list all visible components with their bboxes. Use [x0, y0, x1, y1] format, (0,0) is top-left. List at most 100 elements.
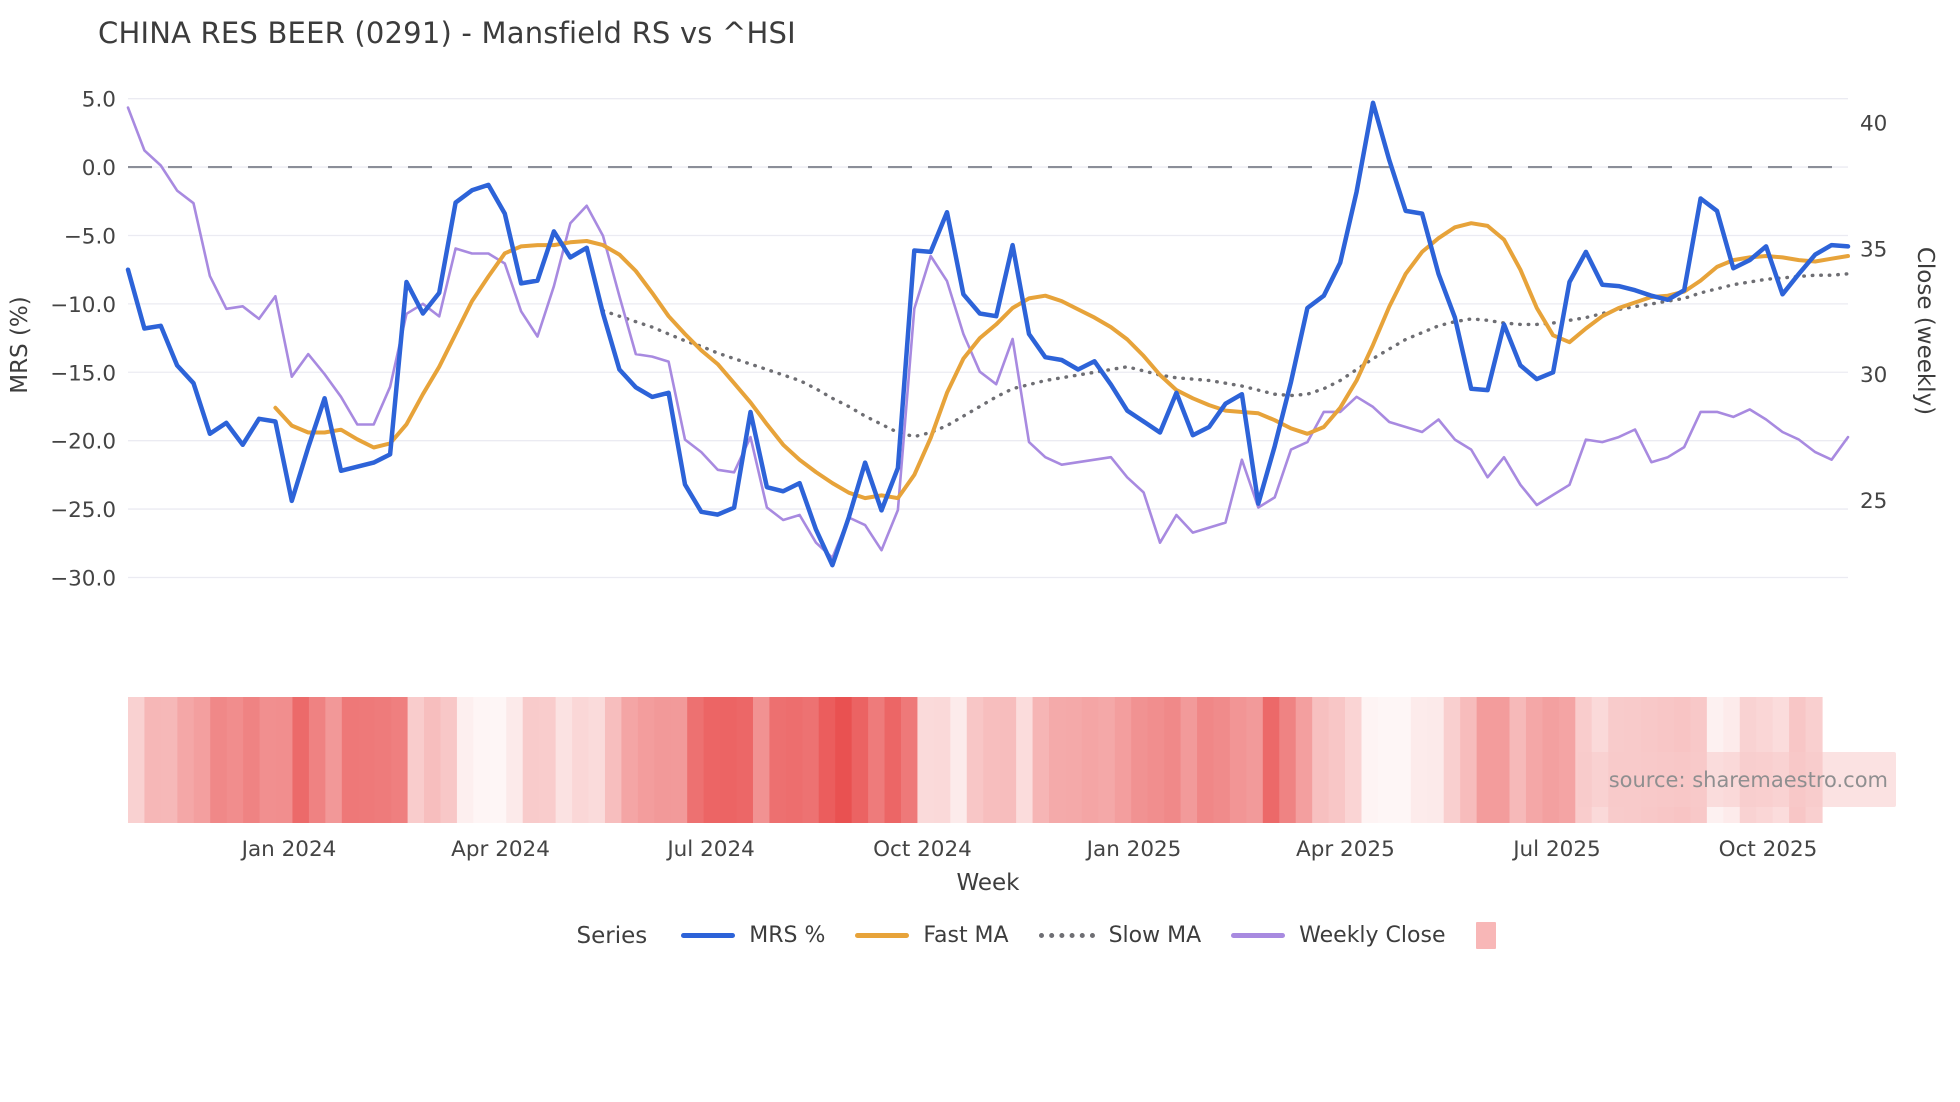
heatmap-cell — [292, 697, 310, 823]
legend-item-weekly-close[interactable]: Weekly Close — [1231, 923, 1446, 948]
heatmap-cell — [506, 697, 524, 823]
x-axis-title: Week — [956, 870, 1020, 896]
legend-items: MRS % Fast MA Slow MA Weekly Close — [681, 922, 1496, 949]
series-line-mrs- — [125, 100, 1851, 568]
line-swatch-icon — [681, 933, 736, 938]
y-left-tick-label: −15.0 — [50, 361, 116, 386]
line-swatch-icon — [855, 933, 910, 938]
heatmap-cell — [1509, 697, 1527, 823]
heatmap-cell — [1542, 697, 1560, 823]
heatmap-cell — [785, 697, 803, 823]
heatmap-cell — [637, 697, 655, 823]
heatmap-cell — [1443, 697, 1461, 823]
legend-item-fast-ma[interactable]: Fast MA — [855, 923, 1009, 948]
heatmap-cell — [1032, 697, 1050, 823]
legend-item-label: Slow MA — [1108, 923, 1202, 948]
heatmap-cell — [802, 697, 820, 823]
heatmap-cell — [1476, 697, 1494, 823]
heatmap-cell — [1427, 697, 1445, 823]
heatmap-cell — [1328, 697, 1346, 823]
heatmap-cell — [128, 697, 146, 823]
heatmap-cell — [588, 697, 606, 823]
y-right-tick-label: 35 — [1860, 237, 1887, 262]
heatmap-cell — [226, 697, 244, 823]
heatmap-cell — [1180, 697, 1198, 823]
y-left-tick-label: −30.0 — [50, 566, 116, 591]
x-tick-label: Oct 2025 — [1719, 837, 1818, 862]
heatmap-cell — [144, 697, 162, 823]
heatmap-cell — [391, 697, 409, 823]
heatmap-cell — [999, 697, 1017, 823]
heatmap-cell — [539, 697, 557, 823]
heatmap-cell — [670, 697, 688, 823]
legend-item-heatmap[interactable] — [1475, 922, 1496, 949]
heatmap-cell — [1312, 697, 1330, 823]
heatmap-cell — [243, 697, 261, 823]
heatmap-cell — [1345, 697, 1363, 823]
y-left-tick-label: −10.0 — [50, 293, 116, 318]
heatmap-cell — [917, 697, 935, 823]
heatmap-cell — [1525, 697, 1544, 823]
heatmap-cell — [489, 697, 507, 823]
heatmap-cell — [654, 697, 672, 823]
line-swatch-icon — [1231, 933, 1286, 938]
heatmap-cell — [1147, 697, 1165, 823]
heatmap-cell — [703, 697, 721, 823]
y-right-tick-label: 40 — [1860, 112, 1887, 137]
y-left-tick-label: 0.0 — [82, 156, 116, 181]
x-tick-label: Jan 2024 — [240, 837, 337, 862]
heatmap-cell — [440, 697, 458, 823]
legend-item-label: Fast MA — [923, 923, 1009, 948]
heatmap-cell — [933, 697, 951, 823]
series-line-fast-ma — [273, 221, 1850, 501]
heatmap-cell — [358, 697, 376, 823]
heatmap-cell — [276, 697, 294, 823]
heatmap-cell — [1081, 697, 1099, 823]
heatmap-cell — [473, 697, 491, 823]
heatmap-cell — [900, 697, 919, 823]
x-tick-label: Oct 2024 — [873, 837, 972, 862]
heatmap-strip — [128, 697, 1823, 823]
heatmap-cell — [424, 697, 442, 823]
heatmap-cell — [572, 697, 590, 823]
y-left-tick-label: −20.0 — [50, 430, 116, 455]
heatmap-cell — [1394, 697, 1412, 823]
series-line-slow-ma — [601, 272, 1850, 439]
heatmap-cell — [1295, 697, 1313, 823]
heatmap-cell — [374, 697, 392, 823]
dotted-swatch-icon — [1038, 933, 1095, 938]
x-tick-label: Apr 2024 — [451, 837, 550, 862]
y-axis-title-left: MRS (%) — [7, 296, 33, 394]
heatmap-cell — [1164, 697, 1182, 823]
heatmap-cell — [1493, 697, 1511, 823]
legend-item-slow-ma[interactable]: Slow MA — [1038, 923, 1202, 948]
heatmap-cell — [160, 697, 178, 823]
heatmap-cell — [752, 697, 771, 823]
heatmap-cell — [259, 697, 277, 823]
heatmap-cell — [1049, 697, 1067, 823]
heatmap-cell — [1410, 697, 1428, 823]
heatmap-cell — [950, 697, 968, 823]
heatmap-cell — [522, 697, 540, 823]
x-tick-label: Jan 2025 — [1085, 837, 1182, 862]
y-right-tick-label: 25 — [1860, 489, 1887, 514]
heatmap-cell — [1460, 697, 1478, 823]
heatmap-cell — [193, 697, 211, 823]
y-right-tick-label: 30 — [1860, 363, 1887, 388]
heatmap-cell — [1131, 697, 1149, 823]
heatmap-cell — [1114, 697, 1132, 823]
heatmap-cell — [604, 697, 622, 823]
heatmap-cell — [456, 697, 474, 823]
x-tick-label: Apr 2025 — [1296, 837, 1395, 862]
heatmap-cell — [325, 697, 343, 823]
heatmap-cell — [621, 697, 639, 823]
source-watermark-text: source: sharemaestro.com — [1608, 767, 1888, 792]
heatmap-cell — [1262, 697, 1280, 823]
legend-item-mrs-[interactable]: MRS % — [681, 923, 825, 948]
heatmap-cell — [210, 697, 228, 823]
heatmap-cell — [407, 697, 425, 823]
heatmap-cell — [851, 697, 869, 823]
source-watermark: source: sharemaestro.com — [1578, 752, 1896, 807]
heatmap-cell — [1213, 697, 1231, 823]
legend-title: Series — [576, 922, 648, 949]
